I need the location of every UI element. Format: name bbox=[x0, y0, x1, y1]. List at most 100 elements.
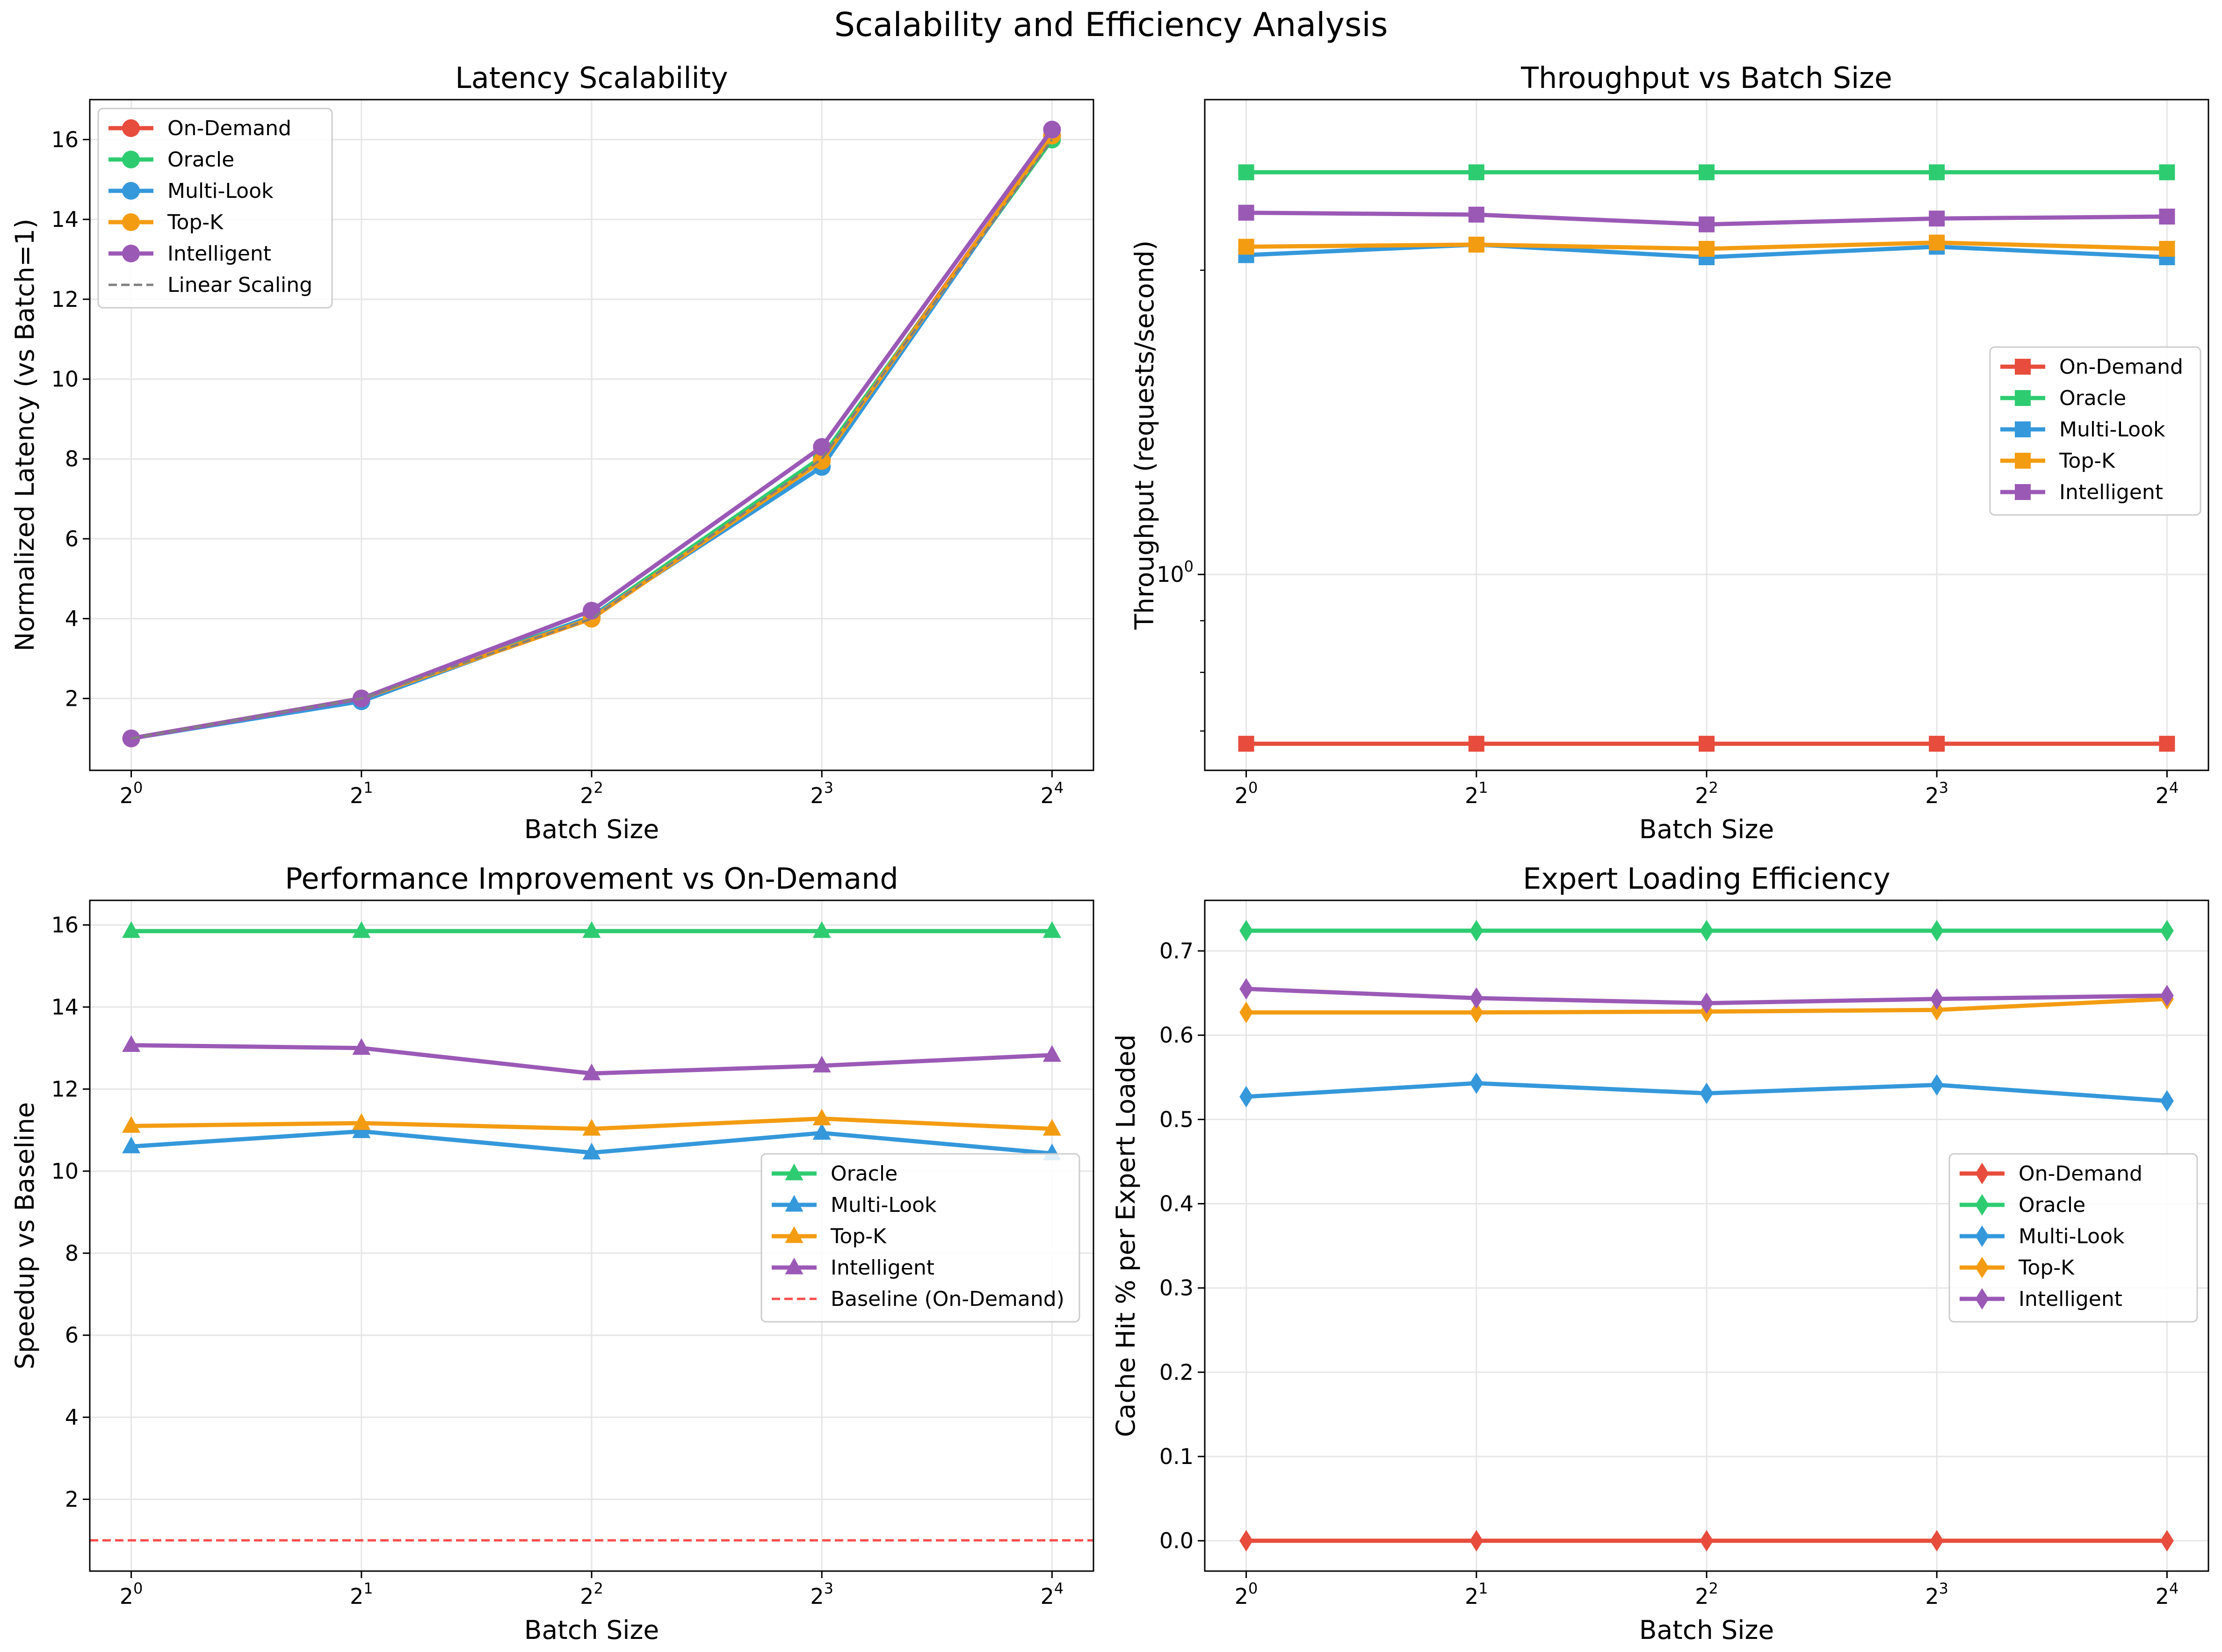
point-top-k bbox=[1930, 999, 1944, 1021]
point-oracle bbox=[1700, 920, 1714, 942]
subplot-efficiency: 20 21 22 23 24 0.0 0.1 0.2 0.3 0.4 0.5 0.6 0.7 Expert… bbox=[1111, 862, 2209, 1645]
point-top-k bbox=[2159, 240, 2175, 257]
legend-marker bbox=[1975, 1288, 1989, 1310]
point-multi-look bbox=[1930, 1074, 1944, 1096]
point-intelligent bbox=[813, 438, 831, 456]
legend-item: On-Demand bbox=[109, 116, 291, 140]
point-intelligent bbox=[1239, 978, 1253, 1000]
y-tick-label: 0.3 bbox=[1159, 1275, 1194, 1301]
x-tick-label: 24 bbox=[1041, 1580, 1064, 1609]
series-oracle bbox=[122, 921, 1061, 938]
efficiency-y-label: Cache Hit % per Expert Loaded bbox=[1111, 1034, 1141, 1437]
legend-item: Linear Scaling bbox=[109, 273, 312, 297]
legend-item: Intelligent bbox=[772, 1256, 934, 1280]
point-on-demand bbox=[1469, 1530, 1484, 1552]
legend-item: Top-K bbox=[772, 1225, 887, 1248]
legend-marker bbox=[1975, 1225, 1989, 1247]
point-intelligent bbox=[583, 601, 601, 620]
series-top-k bbox=[122, 1109, 1061, 1136]
legend-item: Multi-Look bbox=[772, 1193, 937, 1217]
legend-marker bbox=[2015, 390, 2031, 406]
x-tick-label: 23 bbox=[1925, 779, 1948, 808]
legend-label: On-Demand bbox=[167, 116, 291, 140]
legend-marker bbox=[1975, 1163, 1989, 1184]
x-tick-label: 20 bbox=[120, 779, 143, 808]
point-top-k bbox=[582, 1119, 601, 1136]
point-on-demand bbox=[2160, 1530, 2174, 1552]
throughput-x-ticks: 20 21 22 23 24 bbox=[1235, 770, 2179, 808]
speedup-y-ticks: 2 4 6 8 10 12 14 16 bbox=[51, 913, 90, 1512]
series-oracle bbox=[1238, 164, 2175, 181]
point-intelligent bbox=[1468, 206, 1484, 223]
point-multi-look bbox=[1469, 1072, 1484, 1094]
latency-grid bbox=[90, 100, 1093, 770]
legend-item: Oracle bbox=[772, 1162, 897, 1186]
point-multi-look bbox=[1700, 1082, 1714, 1104]
point-multi-look bbox=[812, 1123, 831, 1140]
y-tick-label: 14 bbox=[51, 994, 79, 1020]
point-intelligent bbox=[122, 1035, 141, 1052]
legend-marker bbox=[2015, 359, 2031, 375]
legend-marker bbox=[785, 1163, 803, 1181]
point-intelligent bbox=[812, 1056, 831, 1072]
point-top-k bbox=[1042, 1119, 1061, 1136]
legend-label: Linear Scaling bbox=[167, 273, 312, 297]
point-multi-look bbox=[2160, 1090, 2174, 1112]
x-tick-label: 24 bbox=[2156, 1580, 2179, 1609]
legend-marker bbox=[122, 151, 140, 168]
point-top-k bbox=[813, 452, 831, 470]
y-tick-label: 8 bbox=[65, 1240, 79, 1266]
legend-label: Intelligent bbox=[167, 242, 271, 266]
point-intelligent bbox=[582, 1063, 601, 1080]
y-tick-label: 0.4 bbox=[1159, 1191, 1194, 1217]
point-oracle bbox=[352, 921, 371, 938]
legend-item: Oracle bbox=[1960, 1193, 2085, 1217]
speedup-x-label: Batch Size bbox=[524, 1615, 659, 1645]
legend-item: Baseline (On-Demand) bbox=[772, 1287, 1064, 1311]
efficiency-legend: On-Demand Oracle Multi-Look Top-K Intelligen… bbox=[1948, 1153, 2198, 1323]
y-tick-label: 0.2 bbox=[1159, 1360, 1194, 1385]
x-tick-label: 21 bbox=[350, 779, 373, 808]
legend-item: Top-K bbox=[2000, 449, 2115, 473]
legend-item: Top-K bbox=[109, 210, 224, 234]
point-oracle bbox=[2159, 164, 2175, 181]
series-linear-scaling bbox=[131, 138, 1053, 740]
y-tick-label: 0.5 bbox=[1159, 1107, 1194, 1132]
x-tick-label: 21 bbox=[1465, 1580, 1488, 1609]
point-intelligent bbox=[122, 729, 140, 747]
legend-marker bbox=[785, 1226, 803, 1243]
x-tick-label: 20 bbox=[1235, 1580, 1258, 1609]
point-intelligent bbox=[1700, 992, 1714, 1014]
point-intelligent bbox=[352, 1038, 371, 1055]
point-oracle bbox=[1239, 920, 1253, 942]
x-tick-label: 24 bbox=[2156, 779, 2179, 808]
point-top-k bbox=[352, 1113, 371, 1130]
point-on-demand bbox=[1239, 1530, 1253, 1552]
y-tick-label: 0.1 bbox=[1159, 1444, 1194, 1469]
legend-label: Multi-Look bbox=[831, 1193, 937, 1217]
legend-marker bbox=[122, 182, 140, 200]
series-intelligent bbox=[1238, 204, 2175, 232]
efficiency-x-ticks: 20 21 22 23 24 bbox=[1235, 1571, 2179, 1609]
legend-label: Multi-Look bbox=[2059, 418, 2165, 442]
throughput-title: Throughput vs Batch Size bbox=[1520, 61, 1892, 95]
x-tick-label: 23 bbox=[1925, 1580, 1948, 1609]
latency-axes-frame bbox=[89, 99, 1094, 771]
efficiency-axes-frame bbox=[1204, 899, 2209, 1572]
speedup-axes-frame bbox=[89, 899, 1094, 1572]
series-intelligent bbox=[122, 1035, 1061, 1080]
legend-label: Oracle bbox=[2019, 1193, 2085, 1217]
speedup-title: Performance Improvement vs On-Demand bbox=[285, 862, 898, 896]
series-top-k bbox=[1238, 234, 2175, 257]
legend-label: Top-K bbox=[167, 210, 224, 234]
legend-marker bbox=[1975, 1194, 1989, 1216]
legend-label: On-Demand bbox=[2019, 1162, 2142, 1186]
y-tick-label: 6 bbox=[65, 1323, 79, 1348]
point-on-demand bbox=[2159, 736, 2175, 752]
legend-item: Multi-Look bbox=[1960, 1225, 2125, 1248]
point-multi-look bbox=[582, 1143, 601, 1159]
x-tick-label: 23 bbox=[810, 1580, 833, 1609]
latency-title: Latency Scalability bbox=[455, 61, 728, 95]
point-top-k bbox=[1239, 1001, 1253, 1023]
